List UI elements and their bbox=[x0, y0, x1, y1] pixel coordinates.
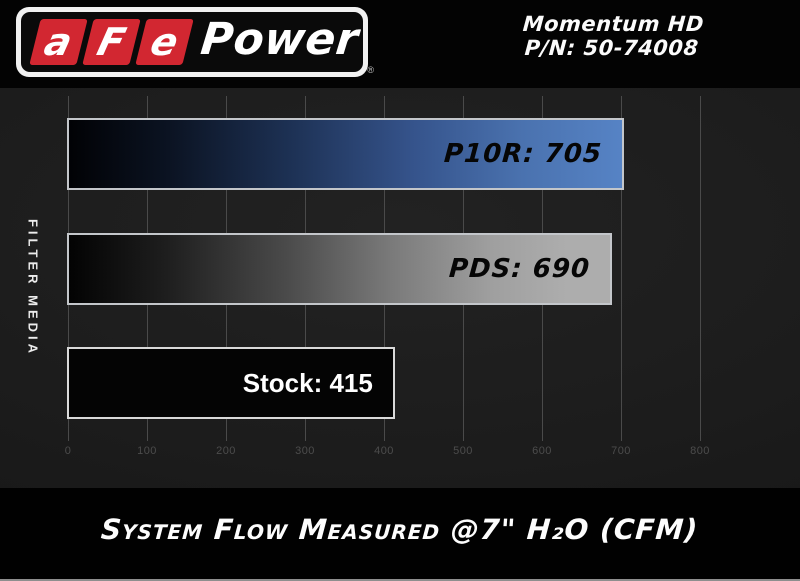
footer-band: System Flow Measured @7" H₂O (CFM) bbox=[0, 488, 800, 581]
x-tick-label-300: 300 bbox=[295, 445, 315, 457]
x-tick-label-800: 800 bbox=[690, 445, 710, 457]
x-tick-label-600: 600 bbox=[532, 445, 552, 457]
bar-pds: PDS: 690 bbox=[67, 233, 613, 305]
logo-letter-f: F bbox=[93, 20, 130, 64]
y-axis-label: FILTER MEDIA bbox=[25, 218, 41, 358]
chart-region: 0 100 200 300 400 500 600 700 800 P10R: 705 PDS: 6… bbox=[0, 88, 800, 488]
bar-p10r: P10R: 705 bbox=[67, 118, 624, 190]
x-tick-label-200: 200 bbox=[216, 445, 236, 457]
product-info: Momentum HD P/N: 50-74008 bbox=[520, 12, 705, 60]
chart-title: System Flow Measured @7" H₂O (CFM) bbox=[100, 513, 700, 546]
registered-trademark-symbol: ® bbox=[367, 65, 374, 75]
gridline-800 bbox=[700, 96, 701, 441]
x-tick-label-700: 700 bbox=[611, 445, 631, 457]
plot-area: 0 100 200 300 400 500 600 700 800 P10R: 705 PDS: 6… bbox=[0, 88, 800, 488]
logo-letter-tile-a: a bbox=[29, 19, 88, 65]
bar-value-label-p10r: P10R: 705 bbox=[442, 139, 603, 169]
x-tick-label-500: 500 bbox=[453, 445, 473, 457]
x-tick-label-100: 100 bbox=[137, 445, 157, 457]
bar-value-label-stock: Stock: 415 bbox=[242, 367, 373, 398]
logo-letter-e: e bbox=[146, 20, 183, 64]
gridline-700 bbox=[621, 96, 622, 441]
x-tick-label-400: 400 bbox=[374, 445, 394, 457]
logo-letter-a: a bbox=[40, 20, 77, 64]
x-tick-label-0: 0 bbox=[64, 445, 72, 457]
header-band: a F e Power ® Momentum HD P/N: 50-74008 bbox=[0, 0, 800, 88]
logo-letter-tile-f: F bbox=[82, 19, 141, 65]
afe-power-logo: a F e Power ® bbox=[16, 7, 374, 77]
afe-power-logo-inner: a F e Power bbox=[21, 12, 363, 72]
bar-stock: Stock: 415 bbox=[67, 347, 395, 419]
bar-value-label-pds: PDS: 690 bbox=[447, 254, 592, 284]
logo-wordmark: Power bbox=[198, 14, 361, 65]
product-model: Momentum HD bbox=[521, 12, 705, 36]
product-part-number: P/N: 50-74008 bbox=[523, 36, 700, 60]
logo-letter-tile-e: e bbox=[135, 19, 194, 65]
